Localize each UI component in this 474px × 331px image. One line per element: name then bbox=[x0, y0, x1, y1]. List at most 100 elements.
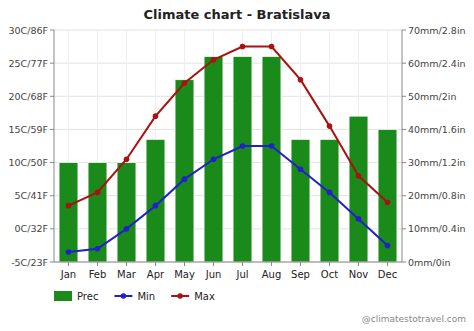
x-tick-label: May bbox=[174, 269, 195, 280]
y-tick-label: 5C/41F bbox=[15, 190, 48, 201]
marker bbox=[124, 156, 130, 162]
x-tick bbox=[387, 262, 388, 266]
title: Climate chart - Bratislava bbox=[143, 7, 330, 22]
marker bbox=[66, 249, 72, 255]
marker bbox=[95, 190, 101, 196]
y2-tick bbox=[402, 228, 406, 229]
y2-tick bbox=[402, 162, 406, 163]
bar bbox=[175, 80, 194, 262]
y-tick-label: 15C/59F bbox=[9, 124, 48, 135]
x-tick bbox=[242, 262, 243, 266]
x-axis-line bbox=[54, 262, 402, 263]
grid-line bbox=[54, 30, 402, 31]
y-tick bbox=[50, 30, 54, 31]
x-tick bbox=[329, 262, 330, 266]
x-tick bbox=[300, 262, 301, 266]
chart: Climate chart - Bratislava ‑5C/23F 0C/32F 5… bbox=[0, 0, 474, 331]
y2-tick bbox=[402, 63, 406, 64]
legend: Prec Min Max bbox=[54, 291, 215, 302]
marker bbox=[182, 176, 188, 182]
x-tick-label: Dec bbox=[378, 269, 397, 280]
marker bbox=[153, 113, 159, 119]
marker bbox=[298, 166, 304, 172]
bar bbox=[291, 139, 310, 262]
y2-tick bbox=[402, 129, 406, 130]
legend-label: Min bbox=[137, 291, 155, 302]
marker bbox=[211, 156, 217, 162]
grid-line bbox=[54, 262, 402, 263]
x-tick bbox=[155, 262, 156, 266]
x-tick bbox=[126, 262, 127, 266]
x-tick-label: Sep bbox=[291, 269, 310, 280]
x-tick bbox=[97, 262, 98, 266]
y-tick bbox=[50, 96, 54, 97]
grid-line bbox=[54, 63, 402, 64]
x-tick bbox=[213, 262, 214, 266]
line bbox=[69, 146, 388, 252]
x-tick-label: Feb bbox=[89, 269, 107, 280]
x-tick-label: Aug bbox=[262, 269, 282, 280]
marker bbox=[385, 243, 391, 249]
y-tick bbox=[50, 63, 54, 64]
legend-marker bbox=[121, 293, 127, 299]
marker bbox=[66, 203, 72, 209]
legend-swatch bbox=[54, 291, 72, 301]
y2-tick-label: 60mm/2.4in bbox=[408, 58, 466, 69]
marker bbox=[269, 44, 275, 50]
bar bbox=[233, 57, 252, 262]
y2-tick-label: 20mm/0.8in bbox=[408, 190, 466, 201]
annotation: @climatestotravel.com bbox=[362, 314, 466, 324]
y-tick bbox=[50, 162, 54, 163]
marker bbox=[327, 123, 333, 129]
y-tick-label: 25C/77F bbox=[9, 58, 48, 69]
y-tick bbox=[50, 228, 54, 229]
grid-line bbox=[54, 96, 402, 97]
marker bbox=[269, 143, 275, 149]
x-tick bbox=[358, 262, 359, 266]
marker bbox=[95, 246, 101, 252]
y2-tick-label: 70mm/2.8in bbox=[408, 25, 466, 36]
y-tick bbox=[50, 129, 54, 130]
bar bbox=[88, 163, 107, 262]
x-tick bbox=[68, 262, 69, 266]
x-tick bbox=[271, 262, 272, 266]
plot-area bbox=[59, 44, 397, 262]
y2-tick-label: 0mm/0in bbox=[408, 257, 450, 268]
marker bbox=[153, 203, 159, 209]
y2-tick bbox=[402, 96, 406, 97]
legend-label: Prec bbox=[77, 291, 98, 302]
marker bbox=[356, 173, 362, 179]
bar bbox=[59, 163, 78, 262]
y2-tick bbox=[402, 30, 406, 31]
y2-tick bbox=[402, 195, 406, 196]
marker bbox=[124, 226, 130, 232]
y-tick-label: ‑5C/23F bbox=[11, 257, 48, 268]
marker bbox=[211, 57, 217, 63]
x-tick-label: Nov bbox=[349, 269, 369, 280]
line bbox=[69, 47, 388, 206]
y2-tick-label: 10mm/0.4in bbox=[408, 223, 466, 234]
legend-marker bbox=[177, 293, 183, 299]
grid bbox=[54, 30, 402, 262]
bar bbox=[349, 116, 368, 262]
x-tick-label: Jun bbox=[205, 269, 222, 280]
y2-tick-label: 30mm/1.2in bbox=[408, 157, 466, 168]
marker bbox=[298, 77, 304, 83]
x-tick-label: Jan bbox=[60, 269, 76, 280]
marker bbox=[385, 200, 391, 206]
axes: ‑5C/23F 0C/32F 5C/41F 10C/50F 15C/59F 20C/68F… bbox=[9, 25, 466, 281]
y-tick-label: 10C/50F bbox=[9, 157, 48, 168]
marker bbox=[356, 216, 362, 222]
legend-label: Max bbox=[194, 291, 215, 302]
y-tick-label: 30C/86F bbox=[9, 25, 48, 36]
y2-axis-line bbox=[402, 30, 403, 262]
marker bbox=[182, 80, 188, 86]
y2-tick-label: 40mm/1.6in bbox=[408, 124, 466, 135]
marker bbox=[240, 143, 246, 149]
y-tick-label: 0C/32F bbox=[15, 223, 48, 234]
x-tick bbox=[184, 262, 185, 266]
x-tick-label: Oct bbox=[321, 269, 338, 280]
y-axis-line bbox=[54, 30, 55, 262]
y-tick-label: 20C/68F bbox=[9, 91, 48, 102]
marker bbox=[327, 190, 333, 196]
